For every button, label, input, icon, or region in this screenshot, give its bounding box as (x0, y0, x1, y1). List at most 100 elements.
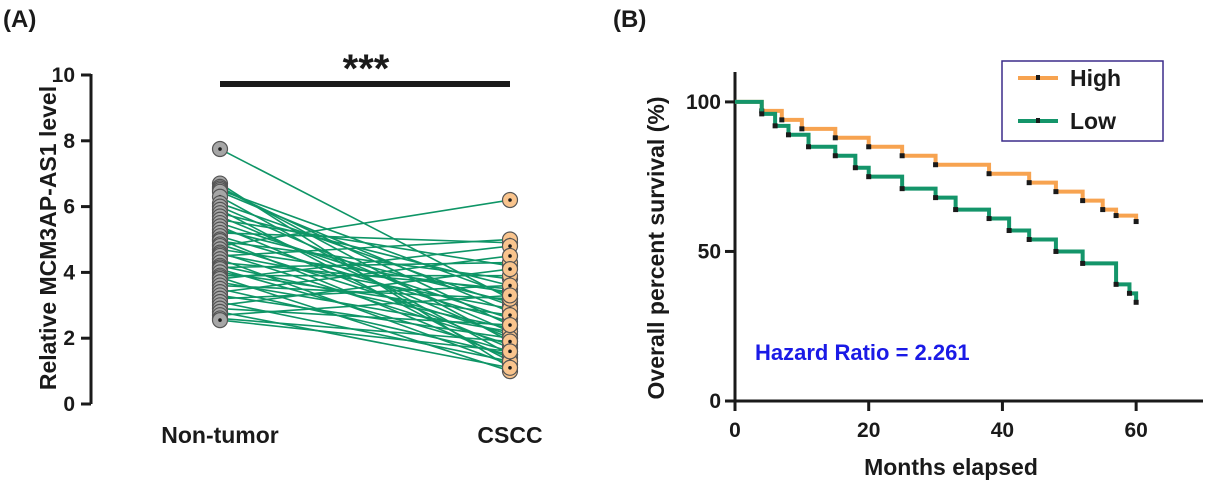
cscc-point-center (508, 198, 512, 202)
censor-mark-low (759, 111, 765, 117)
legend-box (1001, 60, 1164, 142)
legend-high-label: High (1070, 65, 1121, 91)
censor-mark-low (832, 153, 838, 159)
paired-line (219, 284, 511, 300)
cscc-point-center (508, 313, 512, 317)
legend-low-label: Low (1070, 108, 1116, 134)
censor-mark-high (1113, 213, 1119, 219)
paired-line (219, 218, 511, 267)
censor-mark-low (899, 186, 905, 192)
cscc-point-center (508, 267, 512, 271)
censor-mark-low (1126, 290, 1132, 296)
cscc-point-center (508, 293, 512, 298)
paired-line (219, 268, 511, 307)
cscc-point-center (508, 366, 512, 370)
panel-b-survival-curves (735, 99, 1139, 305)
panel-a-y-tick-label: 10 (52, 64, 75, 87)
panel-b-y-axis-title: Overall percent survival (%) (643, 97, 669, 400)
censor-mark-high (1133, 219, 1139, 225)
censor-mark-low (933, 195, 939, 201)
panel-a-dots (211, 140, 519, 380)
cscc-point-center (508, 254, 512, 258)
panel-a-axes: 0 2 4 6 8 10 (52, 64, 510, 416)
censor-mark-low (1113, 281, 1119, 287)
paired-line (219, 294, 511, 316)
censor-mark-low (1026, 236, 1032, 242)
censor-mark-low (1053, 248, 1059, 254)
panel-b-label: (B) (613, 6, 646, 33)
paired-line (219, 276, 511, 372)
paired-line (219, 311, 511, 369)
legend-low-marker (1036, 118, 1040, 123)
panel-a-y-axis-title: Relative MCM3AP-AS1 level (35, 86, 61, 390)
censor-mark-low (953, 207, 959, 213)
censor-mark-high (779, 117, 785, 123)
censor-mark-high (832, 135, 838, 141)
paired-line (219, 245, 511, 280)
hazard-ratio-annotation: Hazard Ratio = 2.261 (755, 340, 970, 365)
paired-line (219, 253, 511, 310)
non-tumor-point-center (218, 318, 222, 322)
censor-mark-low (1133, 299, 1139, 305)
panel-a-label: (A) (3, 6, 36, 33)
censor-mark-high (866, 144, 872, 150)
paired-line (219, 228, 511, 303)
panel-a-category-labels: Non-tumor CSCC (161, 422, 542, 448)
censor-mark-high (986, 171, 992, 177)
panel-a-y-tick-label: 4 (63, 261, 75, 284)
paired-line (219, 199, 511, 247)
censor-mark-high (799, 126, 805, 132)
panel-b-x-tick-label: 40 (991, 419, 1014, 442)
legend: High Low (1001, 60, 1164, 142)
censor-mark-low (785, 132, 791, 138)
censor-mark-high (1100, 207, 1106, 213)
paired-line (219, 255, 511, 293)
paired-line (219, 240, 511, 280)
panel-b-x-tick-label: 0 (729, 419, 741, 442)
panel-a-paired-lines (219, 148, 511, 372)
non-tumor-point-center (218, 147, 222, 151)
category-label-non-tumor: Non-tumor (161, 422, 279, 448)
panel-b-axes: 0 50 100 0 20 40 60 (686, 72, 1203, 442)
panel-b-y-tick-label: 100 (686, 91, 721, 114)
panel-b-x-tick-label: 60 (1124, 419, 1147, 442)
censor-mark-low (866, 174, 872, 180)
censor-mark-low (772, 123, 778, 129)
legend-high-marker (1036, 75, 1040, 80)
cscc-point-center (508, 283, 512, 288)
cscc-point-center (508, 339, 512, 344)
paired-line (219, 238, 511, 257)
panel-a-y-tick-label: 8 (63, 130, 75, 153)
paired-line (219, 271, 511, 316)
censor-mark-high (899, 153, 905, 159)
censor-mark-low (806, 144, 812, 150)
paired-line (219, 191, 511, 313)
paired-line (219, 212, 511, 287)
censor-mark-low (1080, 260, 1086, 266)
censor-mark-low (852, 165, 858, 171)
panel-b-x-tick-label: 20 (857, 419, 880, 442)
panel-a-y-tick-label: 6 (63, 196, 75, 219)
paired-line (219, 243, 511, 336)
censor-mark-high (933, 162, 939, 168)
category-label-cscc: CSCC (477, 422, 542, 448)
paired-line (219, 261, 511, 269)
paired-line (219, 232, 511, 244)
cscc-point-center (508, 323, 512, 327)
censor-mark-high (1053, 189, 1059, 195)
panel-a-y-tick-label: 2 (63, 327, 75, 350)
panel-a-y-tick-label: 0 (63, 393, 75, 416)
censor-mark-high (1026, 180, 1032, 186)
censor-mark-low (1006, 228, 1012, 234)
panel-b-y-tick-label: 50 (698, 240, 721, 263)
paired-line (219, 319, 511, 353)
panel-b-y-tick-label: 0 (709, 390, 721, 413)
paired-line (219, 317, 511, 343)
censor-mark-high (1080, 198, 1086, 204)
cscc-point-center (508, 244, 512, 248)
censor-mark-low (986, 216, 992, 222)
cscc-point-center (508, 349, 512, 354)
panel-b-x-axis-title: Months elapsed (864, 454, 1038, 480)
paired-line (219, 251, 511, 346)
